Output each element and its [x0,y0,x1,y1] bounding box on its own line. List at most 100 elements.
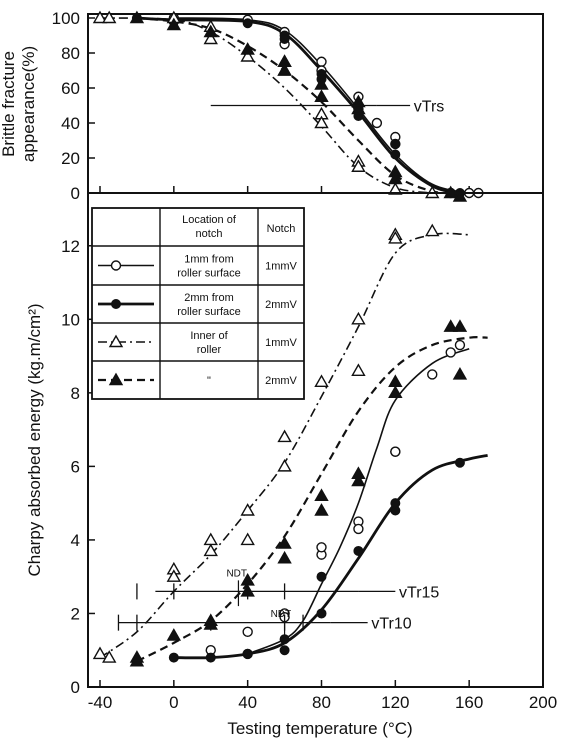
bottom-point-s1 [353,523,364,535]
bottom-curve-s1 [247,347,470,655]
bottom-point-s3 [425,223,440,237]
top-point-s1 [316,56,327,67]
x-tick-label: 40 [238,693,257,712]
bottom-panel: 0 2 4 6 8 10 12 -40 0 40 80 120 160 200 vTr15 vTr10 NDT… [25,192,557,738]
legend-location-text: 1mm from roller surface [177,254,241,280]
bottom-point-s1 [390,446,401,457]
bottom-point-s4 [388,385,403,399]
bottom-point-s3 [351,363,366,376]
bottom-curve-s2 [173,453,488,660]
top-point-s3 [351,159,366,172]
legend-marker-s3 [108,334,124,348]
bottom-point-s4 [351,466,366,479]
bottom-point-s3 [314,374,329,388]
bottom-point-s1 [445,347,456,358]
bottom-y-tick-label: 2 [71,604,80,623]
legend-location-text: Inner of roller [190,330,228,356]
bottom-point-s3 [102,650,117,663]
bottom-point-s4 [166,628,182,641]
top-point-s4 [129,10,145,24]
bottom-point-s3 [166,569,182,582]
top-panel: 0 20 40 60 80 100 vTrs Brittle fractureappear… [0,9,544,203]
top-point-s4 [240,42,255,55]
top-y-axis-label: Brittle fractureappearance(%) [0,46,38,162]
legend-marker-s2 [111,299,121,309]
x-tick-label: 200 [529,693,557,712]
bottom-y-tick-label: 4 [71,531,80,550]
legend-marker-s4 [108,372,124,386]
bottom-y-tick-label: 0 [71,678,80,697]
bottom-y-tick-label: 8 [71,384,80,403]
bottom-point-s4 [277,536,292,549]
bottom-point-s4 [388,374,403,388]
bottom-series-curves [99,232,488,663]
bottom-point-s4 [314,488,329,501]
top-point-s3 [240,49,255,62]
bottom-axis-ticks: 0 2 4 6 8 10 12 -40 0 40 80 120 160 200 [61,237,557,712]
top-curve-s3 [99,17,433,194]
x-tick-label: 120 [381,693,409,712]
top-y-tick-label: 100 [52,9,80,28]
bottom-y-tick-label: 6 [71,457,80,476]
top-point-s2 [390,149,401,160]
top-point-s4 [452,189,468,202]
top-y-tick-label: 60 [61,79,80,98]
legend-notch-text: 1mmV [265,261,297,273]
bottom-point-s2 [454,457,465,468]
legend-header-location: Location of notch [182,214,237,240]
bottom-point-s2 [390,498,401,509]
bottom-point-s2 [168,652,179,663]
bottom-point-s3 [277,458,292,472]
bottom-point-s2 [353,545,364,556]
top-point-s1 [371,117,383,129]
bottom-point-s3 [277,429,292,443]
legend-location-text: " [207,375,211,387]
bottom-annotations: vTr15 vTr10 NDT NDT [117,569,439,640]
top-point-s2 [279,34,290,44]
bottom-point-s2 [316,608,327,619]
top-y-tick-label: 80 [61,44,80,63]
x-tick-label: -40 [88,693,113,712]
top-point-s4 [203,24,218,38]
top-axis-ticks: 0 20 40 60 80 100 [52,9,544,203]
top-point-s4 [277,63,292,76]
bottom-plot-frame [87,192,544,688]
top-point-s3 [314,115,329,129]
bottom-point-s4 [452,367,468,380]
legend-table: Location of notch Notch 1mm from roller surf… [91,207,305,400]
ndt-label: NDT [226,569,247,580]
bottom-point-s4 [129,650,145,663]
legend-location-text: 2mm from roller surface [177,292,241,318]
bottom-point-s2 [279,645,290,656]
top-point-s4 [314,89,329,102]
legend-notch-text: 1mmV [265,337,297,349]
top-plot-frame [87,13,544,194]
bottom-point-s3 [388,231,403,244]
top-point-s3 [203,31,218,45]
bottom-point-s4 [314,503,329,516]
bottom-point-s4 [351,473,366,487]
top-point-s3 [92,10,108,24]
bottom-curve-s3 [99,232,470,659]
bottom-point-s3 [92,646,108,660]
legend-header-notch: Notch [267,223,296,235]
bottom-y-axis-label: Charpy absorbed energy (kg.m/cm²) [25,303,44,576]
legend-marker-s1 [110,260,122,271]
vtrs-label: vTrs [414,99,445,116]
top-point-s4 [314,77,329,90]
top-point-s4 [388,171,403,185]
bottom-series-points [92,223,468,667]
x-axis-label: Testing temperature (°C) [227,719,412,738]
bottom-y-tick-label: 10 [61,310,80,329]
top-annotations: vTrs [210,99,445,116]
top-point-s2 [390,139,401,149]
top-point-s2 [242,18,253,29]
top-y-tick-label: 0 [71,184,80,203]
top-point-s4 [351,101,366,115]
bottom-point-s1 [454,339,466,351]
bottom-point-s3 [351,311,366,325]
x-tick-label: 80 [312,693,331,712]
bottom-point-s1 [427,369,438,380]
bottom-curve-s4 [136,336,488,663]
